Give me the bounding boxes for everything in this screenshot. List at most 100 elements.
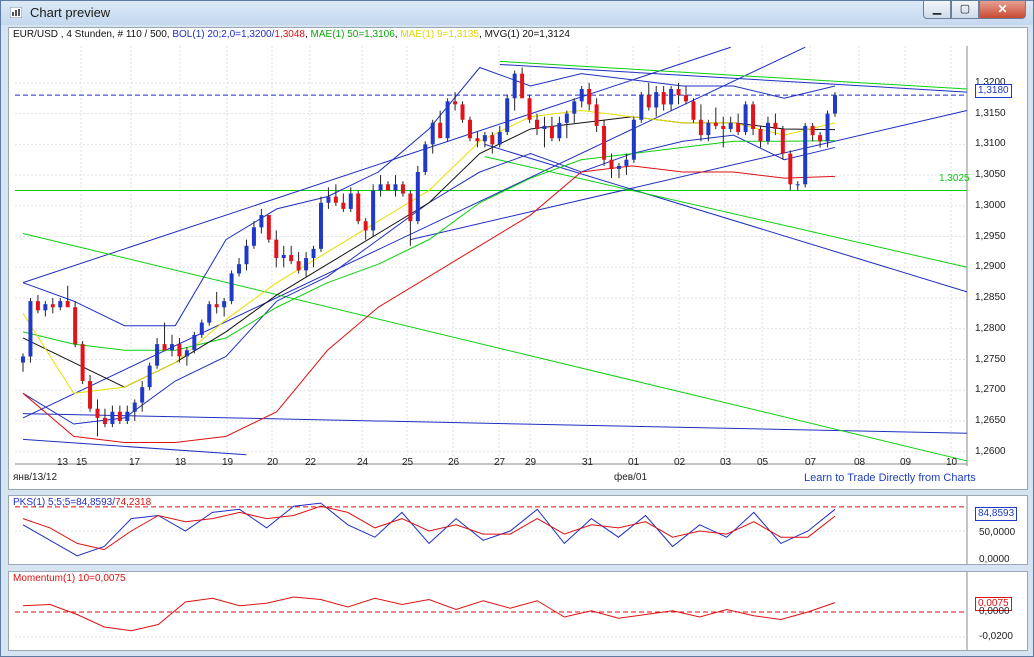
minimize-button[interactable]: ▁ (923, 1, 951, 19)
price-legend: EUR/USD , 4 Stunden, # 110 / 500, BOL(1)… (13, 29, 570, 40)
candle-body (728, 122, 733, 129)
candle-body (214, 304, 219, 308)
price-tick-label: 1,3200 (975, 76, 1006, 88)
candle-body (333, 196, 338, 203)
candle-body (654, 92, 659, 108)
pks-canvas[interactable] (9, 496, 1027, 564)
pks-legend-a: PKS(1) 5;5;5=84,8593/ (13, 497, 116, 508)
price-tick-label: 1,2650 (975, 414, 1006, 426)
legend-mae: MAE(1) 50=1,3106 (310, 29, 395, 40)
resistance-blue (499, 63, 968, 93)
candle-body (28, 301, 33, 357)
candle-body (95, 408, 100, 418)
candle-body (765, 122, 770, 142)
candle-body (88, 381, 93, 409)
candle-body (706, 122, 711, 136)
candle-body (222, 301, 227, 308)
time-tick-label: 27 (494, 457, 506, 468)
candle-body (177, 344, 182, 357)
candle-body (363, 221, 368, 231)
candle-body (453, 101, 458, 105)
candle-body (438, 122, 443, 139)
candle-body (751, 104, 756, 129)
candle-body (639, 95, 644, 120)
legend-mae9: MAE(1) 9=1,3135 (400, 29, 479, 40)
price-chart-canvas[interactable] (9, 28, 1027, 489)
price-tick-label: 1,3000 (975, 199, 1006, 211)
legend-symbol: EUR/USD , 4 Stunden, # 110 / 500, (13, 29, 170, 40)
candle-body (624, 159, 629, 166)
time-tick-label: 15 (76, 457, 88, 468)
candle-body (602, 125, 607, 160)
candle-body (833, 95, 837, 114)
time-tick-label: 05 (757, 457, 769, 468)
current-price-label: 1,3180 (975, 84, 1012, 98)
candle-body (125, 411, 130, 421)
candle-body (348, 193, 353, 209)
trend-line-mid (410, 110, 968, 241)
title-bar[interactable]: Chart preview ▁ ▢ ✕ (1, 1, 1033, 25)
candle-body (579, 89, 584, 102)
candle-body (594, 104, 599, 126)
price-tick-label: 1,2900 (975, 261, 1006, 273)
candle-body (147, 365, 152, 388)
candle-body (117, 411, 122, 421)
date-label-jan: янв/13/12 (13, 472, 58, 483)
candle-body (400, 184, 405, 194)
trend-line-down-green (22, 232, 968, 462)
price-tick-label: 1,3100 (975, 138, 1006, 150)
momentum-tick-neg: -0,0200 (979, 631, 1013, 642)
mae50-red-line (22, 165, 836, 443)
close-button[interactable]: ✕ (979, 1, 1026, 19)
time-tick-label: 20 (267, 457, 279, 468)
candle-body (110, 411, 115, 425)
candle-body (341, 202, 346, 209)
candle-body (155, 344, 160, 366)
momentum-indicator-panel[interactable]: Momentum(1) 10=0,0075 0,0075 0,0000 -0,0… (8, 571, 1028, 651)
price-chart-panel[interactable]: EUR/USD , 4 Stunden, # 110 / 500, BOL(1)… (8, 27, 1028, 490)
mae9-yellow-line (22, 110, 836, 394)
candle-body (58, 301, 63, 308)
candle-body (251, 227, 256, 246)
candle-body (535, 119, 540, 129)
time-tick-label: 22 (305, 457, 317, 468)
candle-body (490, 135, 495, 145)
time-tick-label: 19 (222, 457, 234, 468)
price-tick-label: 1,2750 (975, 353, 1006, 365)
learn-to-trade-link[interactable]: Learn to Trade Directly from Charts (804, 472, 976, 484)
trend-line-bottom-left (22, 438, 247, 456)
candle-body (736, 122, 741, 133)
legend-bol: BOL(1) 20;2,0=1,3200/ (172, 29, 275, 40)
candle-body (378, 184, 383, 191)
candle-body (803, 125, 808, 185)
candle-body (616, 165, 621, 169)
candle-body (408, 193, 413, 222)
time-tick-label: 29 (525, 457, 537, 468)
candle-body (162, 344, 167, 351)
candle-body (609, 159, 614, 169)
candle-body (818, 135, 823, 142)
candle-body (542, 125, 547, 129)
candle-body (520, 73, 525, 99)
pks-indicator-panel[interactable]: PKS(1) 5;5;5=84,8593/74,2318 84,8593 50,… (8, 495, 1028, 565)
pks-blue-line (22, 502, 836, 557)
candle-body (244, 245, 249, 265)
candle-body (386, 184, 391, 191)
candle-body (132, 402, 137, 412)
momentum-tick-0: 0,0000 (979, 606, 1010, 617)
candle-body (80, 344, 85, 382)
mvg-line (22, 116, 836, 388)
pks-tick-0: 0,0000 (979, 554, 1010, 565)
candle-body (788, 153, 793, 185)
time-tick-label: 25 (402, 457, 414, 468)
candle-body (773, 122, 778, 129)
momentum-canvas[interactable] (9, 572, 1027, 650)
candle-body (430, 122, 435, 145)
candle-body (229, 273, 234, 302)
bollinger-upper (22, 66, 836, 327)
time-tick-label: 02 (674, 457, 686, 468)
candle-body (445, 101, 450, 139)
price-tick-label: 1,2600 (975, 445, 1006, 457)
maximize-button[interactable]: ▢ (951, 1, 979, 19)
candle-body (467, 119, 472, 139)
